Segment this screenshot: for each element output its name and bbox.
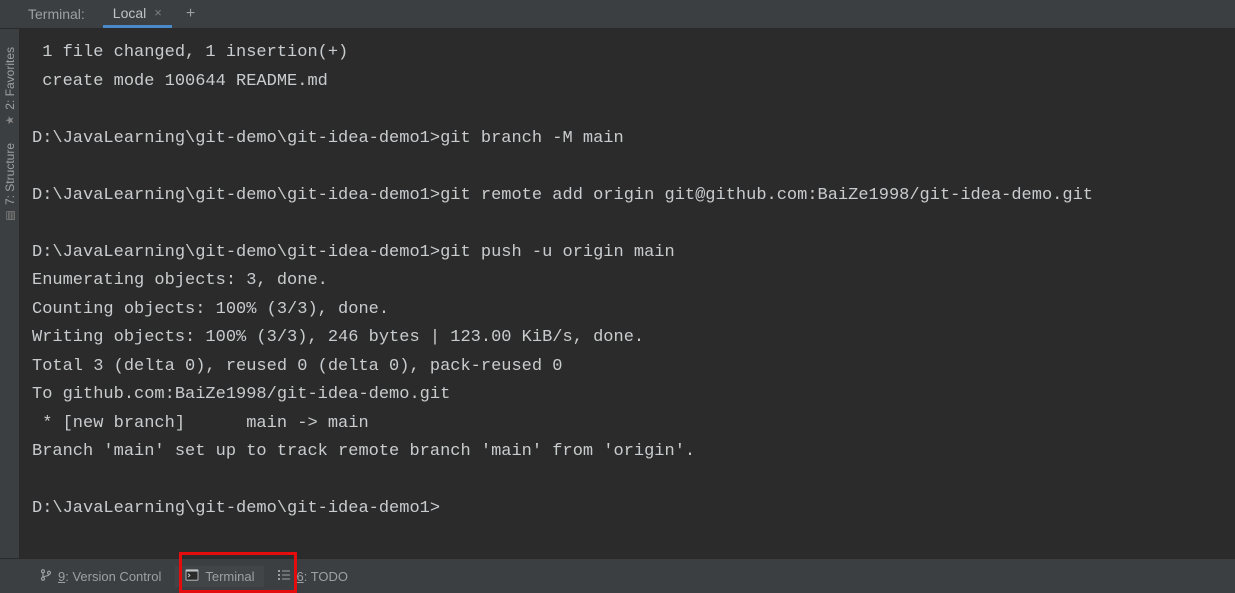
left-toolwindow-strip: ★ 2: Favorites ▤ 7: Structure	[0, 29, 20, 558]
structure-icon: ▤	[3, 210, 16, 220]
terminal-tabs-bar: Terminal: Local × +	[0, 0, 1235, 29]
close-tab-icon[interactable]: ×	[154, 5, 162, 20]
version-control-toolwindow-button[interactable]: 9: Version Control	[30, 566, 171, 587]
terminal-tab-label: Local	[113, 5, 146, 21]
terminal-button-label: Terminal	[205, 569, 254, 584]
terminal-output[interactable]: 1 file changed, 1 insertion(+) create mo…	[20, 29, 1235, 558]
branch-icon	[40, 569, 52, 584]
todo-toolwindow-button[interactable]: 6: TODO	[268, 566, 358, 587]
star-icon: ★	[3, 115, 16, 125]
add-terminal-tab-button[interactable]: +	[186, 5, 195, 23]
terminal-tab-local[interactable]: Local ×	[103, 0, 172, 28]
terminal-title: Terminal:	[28, 6, 85, 22]
terminal-toolwindow-button[interactable]: Terminal	[175, 566, 264, 587]
terminal-icon	[185, 569, 199, 584]
bottom-toolwindow-strip: 9: Version Control Terminal 6: TODO	[0, 558, 1235, 593]
structure-toolwindow-button[interactable]: ▤ 7: Structure	[3, 135, 17, 230]
favorites-toolwindow-button[interactable]: ★ 2: Favorites	[3, 39, 17, 135]
todo-icon	[278, 569, 290, 584]
